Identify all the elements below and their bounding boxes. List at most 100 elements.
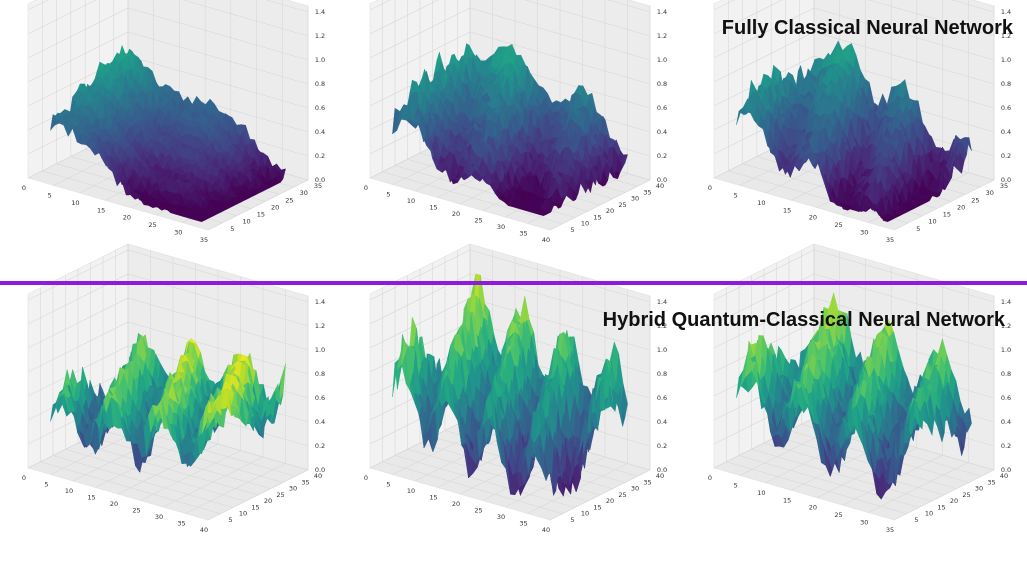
x-tick-label: 25 [132,507,140,515]
z-tick-label: 0.0 [315,176,325,184]
surface-panel-hybrid-1: 05101520253035405101520253035400.00.20.4… [22,243,325,534]
surface-mesh [50,44,286,223]
y-tick-label: 5 [570,226,574,234]
x-tick-label: 35 [886,236,894,244]
z-tick-label: 0.2 [657,152,667,160]
x-tick-label: 25 [834,221,842,229]
z-tick-label: 1.4 [315,298,325,306]
z-tick-label: 1.0 [1001,56,1011,64]
y-tick-label: 15 [257,211,265,219]
z-tick-label: 0.2 [315,442,325,450]
z-tick-label: 1.2 [315,32,325,40]
x-tick-label: 5 [734,191,738,199]
x-tick-label: 0 [364,184,368,192]
z-tick-label: 0.6 [1001,104,1011,112]
y-tick-label: 10 [239,510,247,518]
x-tick-label: 30 [860,229,868,237]
y-tick-label: 25 [276,491,284,499]
y-tick-label: 20 [271,203,279,211]
x-tick-label: 25 [148,221,156,229]
z-tick-label: 0.8 [1001,80,1011,88]
y-tick-label: 35 [643,188,651,196]
z-tick-label: 0.4 [315,128,325,136]
surface-panel-classical-2: 05101520253035405101520253035400.00.20.4… [364,0,667,244]
x-tick-label: 35 [177,520,185,528]
x-tick-label: 20 [123,214,131,222]
surface-mesh [392,43,628,217]
grid-line [27,7,309,61]
y-tick-label: 10 [581,220,589,228]
x-tick-label: 20 [809,214,817,222]
x-tick-label: 10 [71,199,79,207]
z-tick-label: 1.0 [657,56,667,64]
y-tick-label: 35 [301,478,309,486]
y-tick-label: 25 [971,196,979,204]
z-tick-label: 0.6 [315,104,325,112]
y-tick-label: 25 [285,196,293,204]
y-tick-label: 20 [606,207,614,215]
y-tick-label: 20 [957,203,965,211]
y-tick-label: 5 [228,516,232,524]
x-tick-label: 40 [542,236,550,244]
x-tick-label: 15 [97,206,105,214]
z-tick-label: 0.8 [315,80,325,88]
surface-panel-hybrid-2: 05101520253035405101520253035400.00.20.4… [364,243,667,534]
x-tick-label: 10 [407,197,415,205]
z-tick-label: 0.4 [315,418,325,426]
y-tick-label: 5 [916,225,920,233]
z-tick-label: 0.2 [1001,152,1011,160]
x-tick-label: 30 [497,223,505,231]
y-tick-label: 30 [986,189,994,197]
x-tick-label: 25 [474,217,482,225]
z-tick-label: 0.2 [315,152,325,160]
x-tick-label: 15 [87,494,95,502]
x-tick-label: 0 [22,184,26,192]
z-tick-label: 1.0 [315,56,325,64]
grid-line [27,31,309,85]
x-tick-label: 35 [200,236,208,244]
z-tick-label: 0.0 [1001,176,1011,184]
grid-line [369,7,651,61]
x-tick-label: 5 [48,191,52,199]
z-tick-label: 1.4 [1001,8,1011,16]
z-tick-label: 0.8 [315,370,325,378]
y-tick-label: 15 [943,211,951,219]
y-tick-label: 10 [242,218,250,226]
x-tick-label: 0 [708,184,712,192]
y-tick-label: 30 [631,195,639,203]
x-tick-label: 30 [155,513,163,521]
x-tick-label: 5 [44,481,48,489]
x-tick-label: 10 [65,487,73,495]
x-tick-label: 35 [519,230,527,238]
z-tick-label: 0.0 [315,466,325,474]
y-tick-label: 25 [618,201,626,209]
y-tick-label: 10 [928,218,936,226]
y-tick-label: 15 [593,213,601,221]
x-tick-label: 15 [429,204,437,212]
z-tick-label: 0.6 [657,104,667,112]
z-tick-label: 1.4 [657,8,667,16]
z-tick-label: 1.4 [315,8,325,16]
grid-line [369,0,651,37]
x-tick-label: 5 [386,191,390,199]
x-tick-label: 15 [783,206,791,214]
z-tick-label: 0.4 [657,128,667,136]
x-tick-label: 0 [22,474,26,482]
surface-panel-classical-1: 0510152025303551015202530350.00.20.40.60… [22,0,325,244]
z-tick-label: 1.0 [315,346,325,354]
z-tick-label: 1.2 [315,322,325,330]
x-tick-label: 30 [174,229,182,237]
z-tick-label: 0.4 [1001,128,1011,136]
x-tick-label: 40 [200,526,208,534]
z-tick-label: 1.2 [657,32,667,40]
x-tick-label: 10 [757,199,765,207]
grid-line [369,31,651,85]
y-tick-label: 15 [251,503,259,511]
y-tick-label: 5 [230,225,234,233]
x-tick-label: 20 [452,210,460,218]
y-tick-label: 35 [314,182,322,190]
x-tick-label: 20 [110,500,118,508]
surface-facet [196,219,205,223]
z-tick-label: 0.0 [657,176,667,184]
